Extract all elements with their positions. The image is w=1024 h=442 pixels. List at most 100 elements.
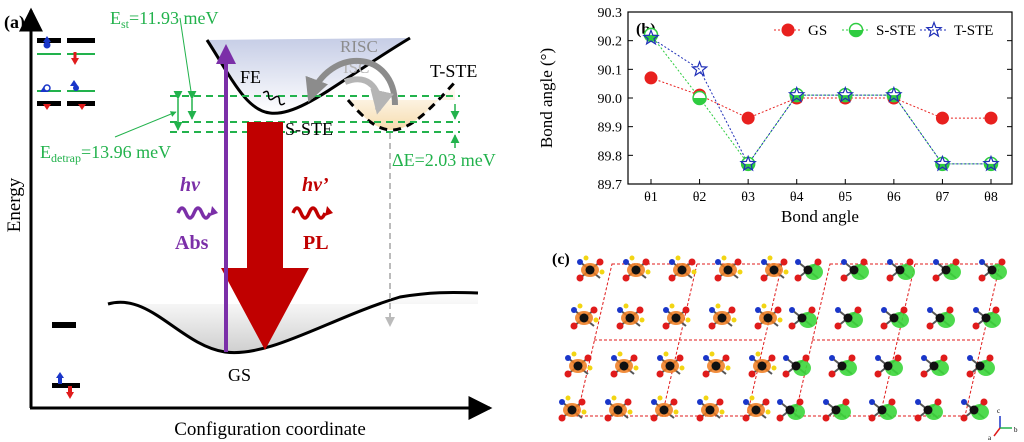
atom-black [665,361,675,371]
atom-yellow [571,351,577,357]
atom-black [751,405,761,415]
atom-red [986,354,994,362]
cell-divider [879,263,916,417]
abs-label: Abs [175,232,209,254]
atom-red [854,306,862,314]
atom-red [972,322,980,330]
atom-yellow [703,395,709,401]
atom-red [702,370,710,378]
atom-red [662,322,670,330]
atom-red [610,370,618,378]
x-tick-label: θ5 [838,190,852,205]
atom-red [708,322,716,330]
delta-e-text: ΔE=2.03 meV [392,150,496,170]
atom-red [952,258,960,266]
data-point-t-ste [787,85,806,103]
atom-yellow [771,365,777,371]
atom-yellow [691,269,697,275]
atom-yellow [611,395,617,401]
atom-red [776,414,784,422]
atom-red [616,322,624,330]
chart-ylabel: Bond angle (°) [537,48,556,148]
atom-black [923,405,933,415]
data-point-t-ste [933,154,952,172]
atom-black [803,265,813,275]
atom-blue [841,259,847,265]
x-tick-label: θ3 [741,190,755,205]
legend-label: T-STE [954,23,993,39]
atom-black [935,313,945,323]
tste-curve-fill [348,82,455,130]
atom-red [596,258,604,266]
atom-yellow [755,351,761,357]
atom-yellow [587,365,593,371]
atom-blue [715,259,721,265]
atom-yellow [565,395,571,401]
tste-label: T-STE [430,61,477,81]
atom-red [946,306,954,314]
est-pointer [179,17,193,99]
orbital-ground [52,322,80,399]
atom-red [650,414,658,422]
data-point-s-ste-fill [849,30,863,37]
data-point-t-ste [925,20,943,38]
atom-yellow [719,409,725,415]
atom-yellow [715,303,721,309]
atom-red [860,258,868,266]
atom-red [622,274,630,282]
atom-red [894,354,902,362]
orbital-singlet [37,36,95,65]
atom-yellow [765,409,771,415]
atom-yellow [721,255,727,261]
atom-red [570,322,578,330]
atom-black [929,361,939,371]
atom-yellow [639,317,645,323]
atom-black [941,265,951,275]
atom-blue [565,355,571,361]
data-point-gs [935,111,949,125]
energy-axis-title: Energy [4,177,25,232]
atom-yellow [629,255,635,261]
legend: GS S-STE T-STE [774,20,993,39]
abs-wave-icon [176,206,212,220]
atom-blue [979,259,985,265]
atom-black [975,361,985,371]
atom-red [886,274,894,282]
atom-yellow [673,409,679,415]
atom-red [774,306,782,314]
atom-yellow [767,255,773,261]
atom-blue [921,355,927,361]
atom-yellow [725,365,731,371]
atom-blue [611,355,617,361]
atom-black [883,361,893,371]
atom-black [671,313,681,323]
atom-blue [709,307,715,313]
atom-black [631,265,641,275]
atom-red [914,414,922,422]
atom-black [981,313,991,323]
atom-black [769,265,779,275]
atom-black [895,265,905,275]
atom-black [889,313,899,323]
axis-triad-icon: c a b [988,407,1018,442]
atom-blue [651,399,657,405]
atom-yellow [669,303,675,309]
atom-red [926,322,934,330]
atom-black [837,361,847,371]
isc-arrow [343,76,394,115]
atom-black [987,265,997,275]
fe-label: FE [240,67,261,87]
atom-blue [933,259,939,265]
legend-label: S-STE [876,23,916,39]
atom-blue [927,307,933,313]
atom-red [782,370,790,378]
atom-blue [961,399,967,405]
atom-black [711,361,721,371]
x-tick-label: θ8 [984,190,998,205]
panel-b: (b) 89.789.889.990.090.190.290.3θ1 θ2 θ3 θ4… [537,6,1013,226]
atom-blue [605,399,611,405]
atom-black [877,405,887,415]
x-tick-label: θ6 [887,190,901,205]
panel-a: (a) Energy Configuration coordinate [4,7,496,440]
atom-blue [783,355,789,361]
